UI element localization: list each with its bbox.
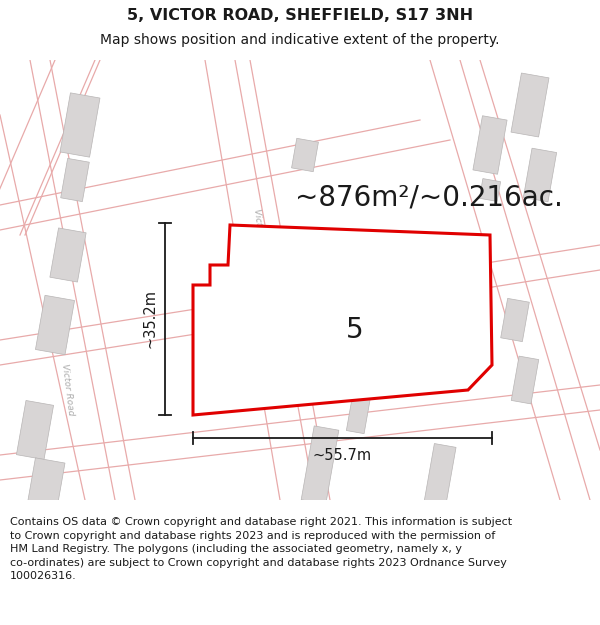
Polygon shape (523, 148, 557, 202)
Polygon shape (424, 444, 456, 506)
Polygon shape (473, 116, 507, 174)
Text: ~876m²/~0.216ac.: ~876m²/~0.216ac. (295, 184, 563, 212)
Polygon shape (479, 179, 500, 201)
Polygon shape (50, 228, 86, 282)
Text: Victor Road: Victor Road (253, 209, 268, 261)
Polygon shape (25, 458, 65, 522)
Polygon shape (346, 376, 374, 434)
Text: ~35.2m: ~35.2m (142, 289, 157, 349)
Polygon shape (193, 225, 492, 415)
Polygon shape (292, 138, 319, 172)
Text: 5, VICTOR ROAD, SHEFFIELD, S17 3NH: 5, VICTOR ROAD, SHEFFIELD, S17 3NH (127, 9, 473, 24)
Text: Map shows position and indicative extent of the property.: Map shows position and indicative extent… (100, 33, 500, 47)
Text: Contains OS data © Crown copyright and database right 2021. This information is : Contains OS data © Crown copyright and d… (10, 517, 512, 581)
Polygon shape (61, 158, 89, 202)
Polygon shape (301, 426, 339, 504)
Polygon shape (16, 401, 53, 459)
Text: 5: 5 (346, 316, 364, 344)
Polygon shape (60, 93, 100, 157)
Polygon shape (35, 296, 74, 354)
Text: ~55.7m: ~55.7m (313, 448, 372, 463)
Text: Victor Road: Victor Road (61, 364, 76, 416)
Polygon shape (511, 73, 549, 137)
Polygon shape (500, 298, 529, 342)
Polygon shape (511, 356, 539, 404)
